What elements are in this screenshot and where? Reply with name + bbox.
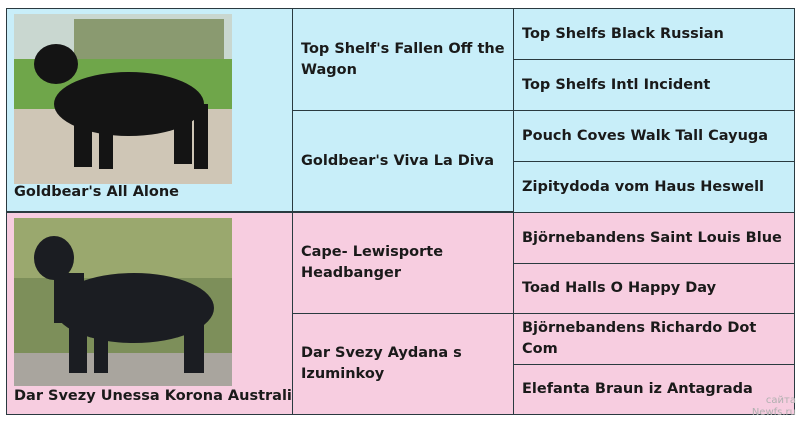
dog-photo-2 xyxy=(14,218,232,386)
dog-name-1: Goldbear's All Alone xyxy=(14,184,180,200)
dog-name-2: Dar Svezy Unessa Korona Australis xyxy=(14,388,301,404)
parent-1-1: Top Shelf's Fallen Off the Wagon xyxy=(292,8,514,111)
dog-photo-1 xyxy=(14,14,232,184)
grandparent-1-4: Zipitydoda vom Haus Heswell xyxy=(513,161,795,213)
grandparent-1-1: Top Shelfs Black Russian xyxy=(513,8,795,60)
grandparent-1-3: Pouch Coves Walk Tall Cayuga xyxy=(513,110,795,162)
watermark-line-2: Newfs.ru xyxy=(751,407,796,418)
parent-2-2: Dar Svezy Aydana s Izuminkoy xyxy=(292,313,514,415)
parent-1-2: Goldbear's Viva La Diva xyxy=(292,110,514,212)
grandparent-2-1: Björnebandens Saint Louis Blue xyxy=(513,212,795,264)
grandparent-1-2: Top Shelfs Intl Incident xyxy=(513,59,795,111)
watermark-line-1: сайта xyxy=(765,395,796,406)
grandparent-2-4: Elefanta Braun iz Antagrada xyxy=(513,364,795,415)
grandparent-2-3: Björnebandens Richardo Dot Com xyxy=(513,313,795,365)
grandparent-2-2: Toad Halls O Happy Day xyxy=(513,263,795,314)
parent-2-1: Cape- Lewisporte Headbanger xyxy=(292,212,514,314)
watermark: сайта Newfs.ru xyxy=(752,395,796,419)
